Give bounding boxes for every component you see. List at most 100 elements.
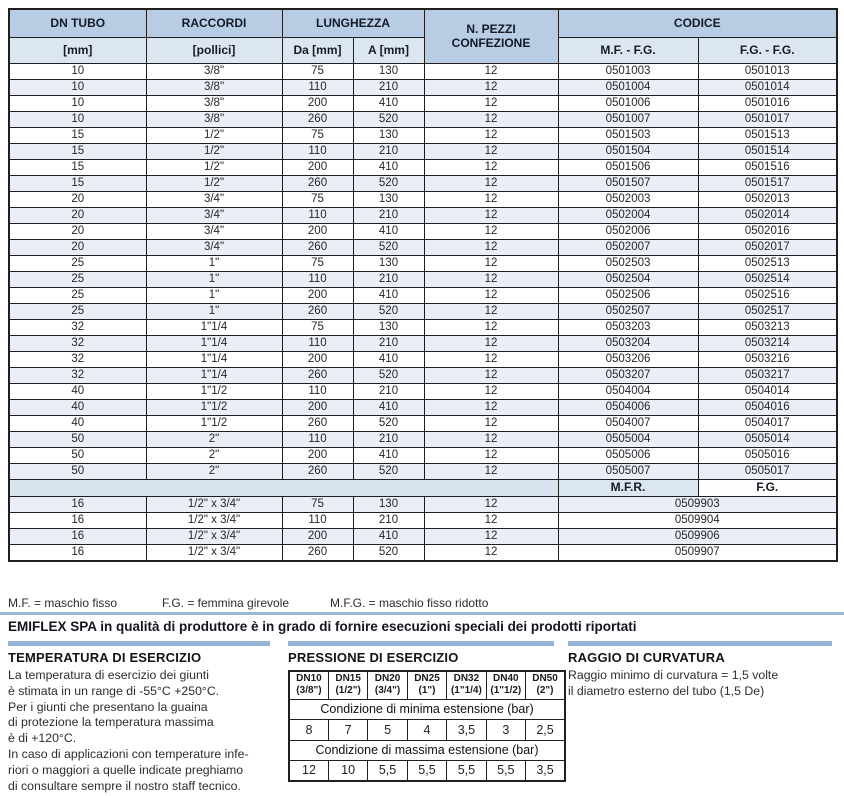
cell-da: 260 <box>281 302 354 320</box>
cell-code-fg-fg: 0504016 <box>697 398 838 416</box>
cell-da: 260 <box>281 238 354 256</box>
horizontal-rule <box>0 612 844 615</box>
cell-da: 75 <box>281 126 354 144</box>
cell-raccordi: 1"1/4 <box>145 366 283 384</box>
cell-code-mf-fg: 0501507 <box>557 174 699 192</box>
table-row: 20 3/4" 110 210 12 0502004 0502014 <box>8 206 838 224</box>
section-bar-temperatura <box>8 641 270 646</box>
pressure-col-header: DN50 (2") <box>525 670 566 700</box>
cell-da: 75 <box>281 62 354 80</box>
table-row: 40 1"1/2 260 520 12 0504007 0504017 <box>8 414 838 432</box>
min-extension-value: 3 <box>485 718 527 741</box>
cell-code-fg-fg: 0501016 <box>697 94 838 112</box>
subheader-mfr: M.F.R. <box>557 478 699 497</box>
max-extension-value: 5,5 <box>406 759 448 782</box>
cell-code-mf-fg: 0505006 <box>557 446 699 464</box>
cell-code-mf-fg: 0501503 <box>557 126 699 144</box>
cell-da: 200 <box>281 527 354 545</box>
cell-raccordi: 1" <box>145 302 283 320</box>
cell-dn: 20 <box>8 206 147 224</box>
cell-da: 200 <box>281 398 354 416</box>
section-title-raggio: RAGGIO DI CURVATURA <box>568 650 725 665</box>
cell-a: 520 <box>352 302 425 320</box>
cell-dn: 10 <box>8 78 147 96</box>
table-row: 32 1"1/4 110 210 12 0503204 0503214 <box>8 334 838 352</box>
legend-mf: M.F. = maschio fisso <box>8 596 118 610</box>
cell-pezzi: 12 <box>423 495 559 513</box>
pressure-col-header: DN10 (3/8") <box>288 670 329 700</box>
cell-da: 110 <box>281 78 354 96</box>
table-row: 32 1"1/4 200 410 12 0503206 0503216 <box>8 350 838 368</box>
cell-pezzi: 12 <box>423 382 559 400</box>
table-row: 15 1/2" 110 210 12 0501504 0501514 <box>8 142 838 160</box>
cell-a: 520 <box>352 366 425 384</box>
cell-a: 130 <box>352 62 425 80</box>
cell-pezzi: 12 <box>423 174 559 192</box>
cell-code-fg-fg: 0504014 <box>697 382 838 400</box>
cell-raccordi: 1/2" <box>145 174 283 192</box>
cell-raccordi: 2" <box>145 430 283 448</box>
cell-pezzi: 12 <box>423 270 559 288</box>
cell-code-fg-fg: 0502013 <box>697 190 838 208</box>
cell-code-fg-fg: 0501017 <box>697 110 838 128</box>
cell-code-fg-fg: 0501516 <box>697 158 838 176</box>
cell-da: 200 <box>281 350 354 368</box>
cell-a: 210 <box>352 142 425 160</box>
cell-code-mf-fg: 0505007 <box>557 462 699 480</box>
col-subheader-fg-fg: F.G. - F.G. <box>697 36 838 64</box>
table-row: 25 1" 260 520 12 0502507 0502517 <box>8 302 838 320</box>
cell-a: 210 <box>352 430 425 448</box>
cell-a: 410 <box>352 527 425 545</box>
cell-dn: 10 <box>8 62 147 80</box>
cell-code: 0509904 <box>557 511 838 529</box>
cell-da: 260 <box>281 366 354 384</box>
cell-raccordi: 1"1/4 <box>145 350 283 368</box>
cell-code-fg-fg: 0501514 <box>697 142 838 160</box>
cell-da: 200 <box>281 158 354 176</box>
cell-dn: 20 <box>8 238 147 256</box>
cell-dn: 15 <box>8 174 147 192</box>
cell-pezzi: 12 <box>423 142 559 160</box>
cell-raccordi: 1/2" <box>145 142 283 160</box>
cell-raccordi: 3/8" <box>145 110 283 128</box>
cell-code-mf-fg: 0502503 <box>557 254 699 272</box>
max-extension-row: Condizione di massima estensione (bar) <box>288 739 566 761</box>
cell-raccordi: 1/2" x 3/4" <box>145 543 283 561</box>
pressure-col-header: DN20 (3/4") <box>367 670 408 700</box>
cell-code-mf-fg: 0503203 <box>557 318 699 336</box>
cell-dn: 15 <box>8 126 147 144</box>
cell-a: 410 <box>352 398 425 416</box>
cell-raccordi: 3/8" <box>145 94 283 112</box>
cell-pezzi: 12 <box>423 190 559 208</box>
col-subheader-mf-fg: M.F. - F.G. <box>557 36 699 64</box>
cell-da: 110 <box>281 270 354 288</box>
cell-dn: 25 <box>8 286 147 304</box>
cell-raccordi: 1/2" x 3/4" <box>145 511 283 529</box>
cell-a: 130 <box>352 190 425 208</box>
max-extension-value: 5,5 <box>367 759 408 782</box>
cell-pezzi: 12 <box>423 334 559 352</box>
cell-pezzi: 12 <box>423 543 559 561</box>
cell-code-fg-fg: 0502017 <box>697 238 838 256</box>
cell-pezzi: 12 <box>423 238 559 256</box>
cell-da: 110 <box>281 511 354 529</box>
cell-dn: 16 <box>8 543 147 561</box>
table-row: 10 3/8" 260 520 12 0501007 0501017 <box>8 110 838 128</box>
cell-raccordi: 1/2" <box>145 158 283 176</box>
cell-dn: 32 <box>8 334 147 352</box>
cell-dn: 40 <box>8 382 147 400</box>
cell-code-fg-fg: 0504017 <box>697 414 838 432</box>
min-extension-label: Condizione di minima estensione (bar) <box>288 698 566 720</box>
col-subheader-da: Da [mm] <box>281 36 354 64</box>
cell-code-mf-fg: 0503206 <box>557 350 699 368</box>
table-row: 10 3/8" 200 410 12 0501006 0501016 <box>8 94 838 112</box>
cell-code-mf-fg: 0503204 <box>557 334 699 352</box>
cell-code-mf-fg: 0502506 <box>557 286 699 304</box>
min-extension-row: Condizione di minima estensione (bar) <box>288 698 566 720</box>
table-row: 20 3/4" 200 410 12 0502006 0502016 <box>8 222 838 240</box>
pressure-col-header: DN40 (1"1/2) <box>485 670 527 700</box>
cell-pezzi: 12 <box>423 78 559 96</box>
col-header-raccordi: RACCORDI <box>145 8 283 38</box>
cell-raccordi: 3/4" <box>145 206 283 224</box>
